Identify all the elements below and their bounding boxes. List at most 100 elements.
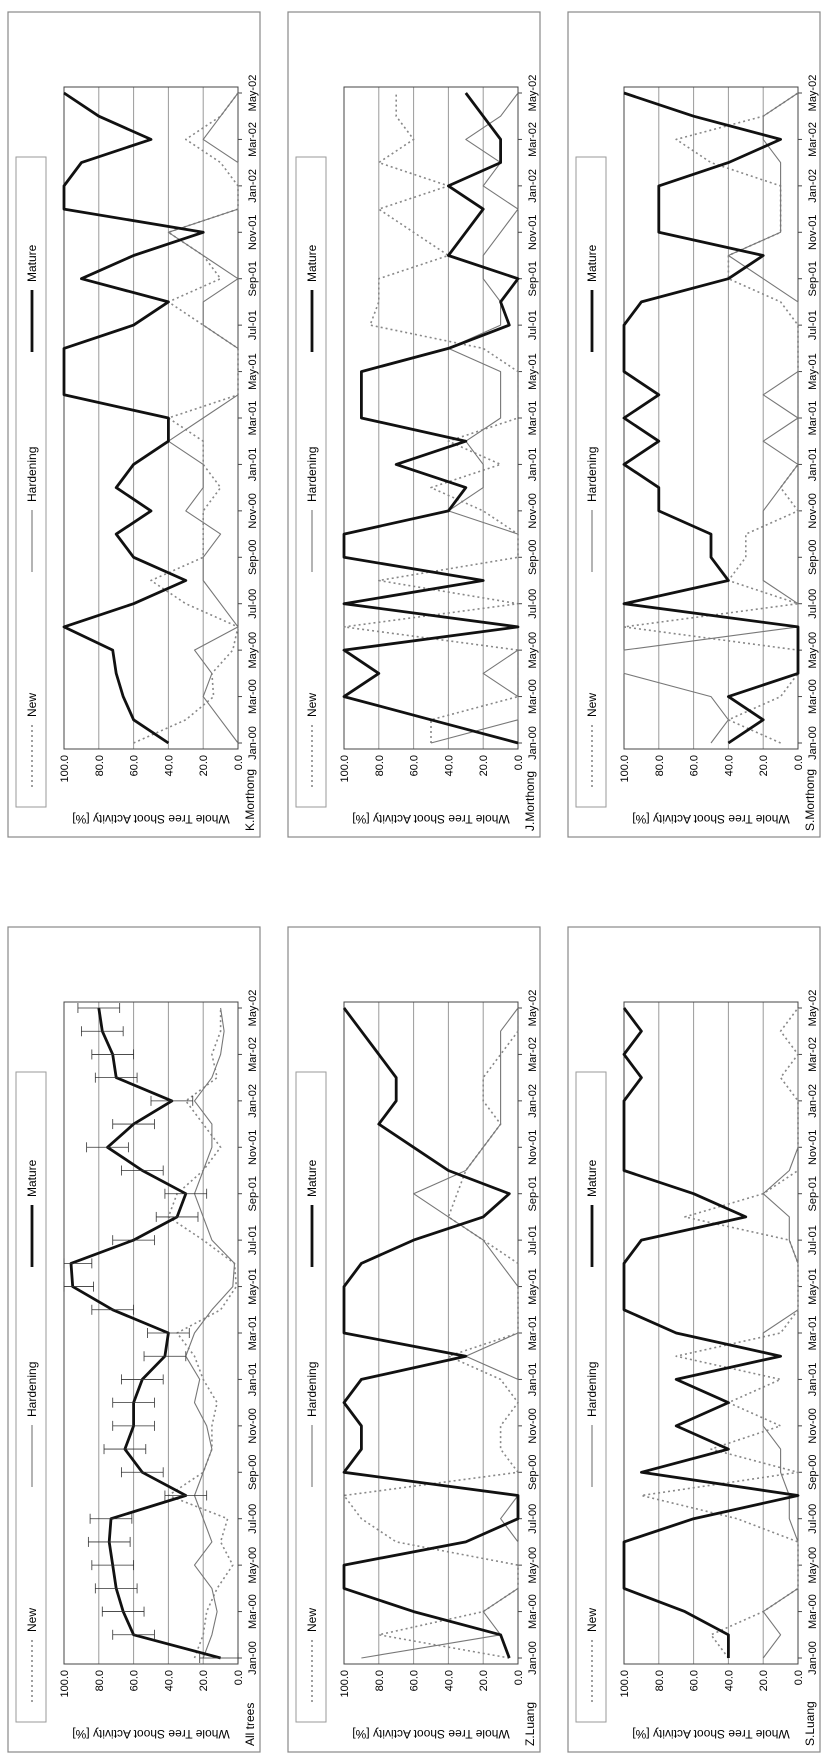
- panel-label: S.Morthong: [803, 769, 817, 831]
- panel-label: All trees: [243, 1703, 257, 1746]
- y-tick-label: 80.0: [94, 1670, 106, 1691]
- legend-label-mature: Mature: [305, 244, 319, 282]
- y-tick-label: 20.0: [758, 755, 770, 776]
- x-tick-label: Jan-01: [247, 448, 259, 482]
- legend-label-new: New: [585, 1608, 599, 1632]
- x-tick-label: Nov-00: [527, 493, 539, 528]
- series-line-hardening: [430, 92, 519, 744]
- x-tick-label: Sep-01: [807, 1176, 819, 1211]
- x-tick-label: Mar-01: [247, 1316, 259, 1351]
- series-line-mature: [62, 91, 205, 745]
- legend: New Hardening Mature: [15, 1071, 47, 1723]
- x-tick-label: Jan-01: [527, 448, 539, 482]
- x-tick-label: Nov-01: [807, 1130, 819, 1165]
- y-tick-label: 0.0: [513, 755, 525, 770]
- x-tick-label: Jan-00: [247, 1641, 259, 1675]
- y-tick-label: 0.0: [513, 1670, 525, 1685]
- legend-label-mature: Mature: [585, 244, 599, 282]
- x-tick-label: Jul-00: [807, 1504, 819, 1534]
- x-tick-label: Jan-01: [247, 1363, 259, 1397]
- y-axis-label: Whole Tree Shoot Activity [%]: [72, 1727, 229, 1741]
- x-tick-label: Nov-01: [807, 215, 819, 250]
- y-tick-label: 80.0: [374, 1670, 386, 1691]
- series-line-new: [343, 93, 519, 743]
- chart-panel-5: New Hardening Mature 0.0 20.0 40.0 60.0 80.0 100…: [567, 11, 821, 838]
- legend-label-mature: Mature: [585, 1159, 599, 1197]
- series-line-mature: [342, 92, 520, 745]
- legend: New Hardening Mature: [15, 156, 47, 808]
- legend-label-hardening: Hardening: [25, 1362, 39, 1417]
- y-tick-label: 40.0: [723, 1670, 735, 1691]
- x-tick-label: Jul-01: [527, 310, 539, 340]
- x-tick-label: May-01: [807, 353, 819, 390]
- x-tick-label: Jul-00: [247, 589, 259, 619]
- chart-panel-3: New Hardening Mature 0.0 20.0 40.0 60.0 80.0 100…: [7, 11, 261, 838]
- x-tick-label: May-01: [807, 1268, 819, 1305]
- x-tick-label: Nov-00: [247, 1408, 259, 1443]
- x-tick-label: Jan-01: [527, 1363, 539, 1397]
- panel-label: Z.Luang: [523, 1702, 537, 1746]
- x-tick-label: Mar-02: [247, 1037, 259, 1072]
- legend-label-hardening: Hardening: [305, 447, 319, 502]
- x-tick-label: Sep-01: [247, 1176, 259, 1211]
- x-tick-label: May-00: [807, 1547, 819, 1584]
- series-line-hardening: [167, 92, 239, 744]
- legend: New Hardening Mature: [295, 156, 327, 808]
- x-tick-label: Mar-00: [247, 1594, 259, 1629]
- legend-box: [575, 1071, 607, 1723]
- panel-label: J.Morthong: [523, 771, 537, 831]
- y-tick-label: 60.0: [129, 1670, 141, 1691]
- y-tick-label: 40.0: [163, 755, 175, 776]
- y-tick-label: 100.0: [339, 755, 351, 783]
- y-tick-label: 80.0: [654, 1670, 666, 1691]
- x-tick-label: May-00: [807, 632, 819, 669]
- legend: New Hardening Mature: [295, 1071, 327, 1723]
- x-tick-label: Jan-02: [807, 169, 819, 203]
- x-tick-label: Mar-01: [807, 1316, 819, 1351]
- x-tick-label: Jan-02: [527, 169, 539, 203]
- legend-label-new: New: [585, 693, 599, 717]
- chart-panel-0: New Hardening Mature 0.0 20.0 40.0 60.0 80.0 100…: [7, 926, 261, 1753]
- x-tick-label: May-02: [527, 75, 539, 112]
- legend-box: [15, 1071, 47, 1723]
- x-tick-label: Jul-00: [527, 1504, 539, 1534]
- x-tick-label: Jan-02: [807, 1084, 819, 1118]
- x-tick-label: Jan-00: [527, 726, 539, 760]
- y-tick-label: 80.0: [374, 755, 386, 776]
- x-tick-label: Nov-01: [247, 215, 259, 250]
- legend-label-new: New: [305, 693, 319, 717]
- x-tick-label: Jul-01: [807, 310, 819, 340]
- y-axis-label: Whole Tree Shoot Activity [%]: [632, 1727, 789, 1741]
- x-tick-label: May-02: [807, 990, 819, 1027]
- x-tick-label: May-01: [527, 1268, 539, 1305]
- y-tick-label: 60.0: [409, 1670, 421, 1691]
- x-tick-label: Sep-01: [527, 261, 539, 296]
- x-tick-label: Jul-01: [527, 1225, 539, 1255]
- x-tick-label: Jan-00: [247, 726, 259, 760]
- x-tick-label: Mar-01: [807, 401, 819, 436]
- x-tick-label: Mar-02: [807, 122, 819, 157]
- series-line-hardening: [762, 1008, 799, 1659]
- x-tick-label: Jan-01: [807, 1363, 819, 1397]
- y-tick-label: 20.0: [478, 1670, 490, 1691]
- x-tick-label: Nov-00: [807, 1408, 819, 1443]
- x-tick-label: May-02: [807, 75, 819, 112]
- panel-label: K.Morthong: [243, 769, 257, 831]
- legend-box: [15, 156, 47, 808]
- x-tick-label: Mar-01: [247, 401, 259, 436]
- x-tick-label: Jul-00: [527, 589, 539, 619]
- x-tick-label: Mar-00: [247, 679, 259, 714]
- series-line-mature: [622, 1007, 800, 1658]
- legend-label-new: New: [25, 693, 39, 717]
- x-tick-label: Sep-00: [247, 540, 259, 575]
- x-tick-label: Mar-02: [247, 122, 259, 157]
- x-tick-label: Mar-02: [527, 122, 539, 157]
- legend: New Hardening Mature: [575, 1071, 607, 1723]
- x-tick-label: Nov-01: [527, 1130, 539, 1165]
- x-tick-label: Mar-01: [527, 401, 539, 436]
- y-tick-label: 0.0: [233, 755, 245, 770]
- y-tick-label: 100.0: [339, 1670, 351, 1698]
- legend-label-mature: Mature: [305, 1159, 319, 1197]
- series-line-mature: [622, 91, 800, 745]
